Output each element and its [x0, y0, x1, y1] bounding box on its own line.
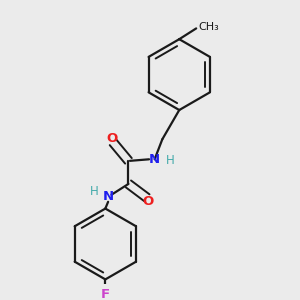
Text: O: O	[143, 195, 154, 208]
Text: N: N	[149, 153, 160, 166]
Text: O: O	[107, 132, 118, 145]
Text: H: H	[166, 154, 175, 167]
Text: F: F	[101, 288, 110, 300]
Text: CH₃: CH₃	[199, 22, 219, 32]
Text: N: N	[103, 190, 114, 203]
Text: H: H	[90, 185, 99, 198]
